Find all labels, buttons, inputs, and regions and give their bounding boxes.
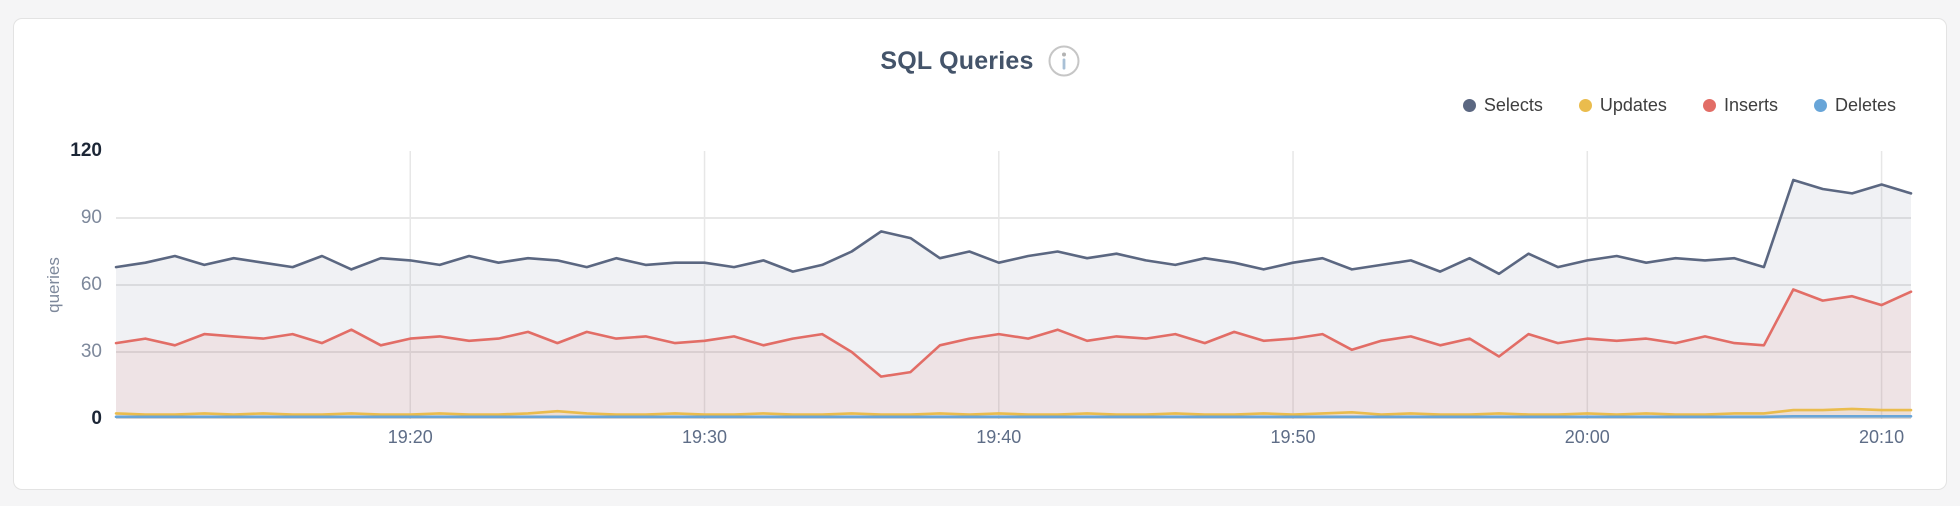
legend-label: Updates: [1599, 95, 1667, 115]
info-icon[interactable]: [1048, 45, 1080, 77]
x-axis-ticks: 19:20 19:30 19:40 19:50 20:00 20:10: [116, 427, 1911, 453]
legend-dot-inserts: [1702, 99, 1716, 112]
legend-item-updates[interactable]: Updates: [1578, 95, 1667, 116]
chart-card: SQL Queries Selects Updates Inserts Deletes…: [13, 18, 1947, 490]
chart-title: SQL Queries: [880, 46, 1034, 75]
legend-dot-updates: [1578, 99, 1592, 112]
x-tick-label: 19:40: [976, 427, 1022, 447]
y-tick-label: 60: [80, 274, 102, 295]
plot-area[interactable]: [114, 151, 1913, 419]
y-tick-label: 90: [80, 207, 102, 228]
series-line-deletes: [114, 414, 1913, 419]
series-line-selects: [114, 178, 1913, 276]
y-axis-ticks: 120 90 60 30 0: [14, 140, 102, 429]
y-tick-label: 120: [70, 140, 102, 161]
x-tick-label: 19:30: [681, 427, 728, 447]
series-line-updates: [114, 407, 1913, 416]
legend: Selects Updates Inserts Deletes: [1462, 95, 1896, 116]
y-tick-label: 0: [91, 408, 102, 429]
x-tick-label: 19:20: [387, 427, 433, 447]
legend-item-deletes[interactable]: Deletes: [1813, 95, 1896, 116]
chart-header: SQL Queries: [14, 45, 1946, 77]
legend-label: Deletes: [1834, 95, 1896, 115]
legend-item-inserts[interactable]: Inserts: [1702, 95, 1778, 116]
legend-label: Inserts: [1723, 95, 1778, 115]
legend-dot-selects: [1462, 99, 1476, 112]
series-line-inserts: [114, 288, 1913, 378]
y-axis-label: queries: [44, 257, 63, 313]
x-tick-label: 19:50: [1270, 427, 1316, 447]
series-area-inserts: [116, 289, 1911, 419]
x-tick-label: 20:00: [1564, 427, 1610, 447]
y-tick-label: 30: [80, 341, 102, 362]
x-tick-label: 20:10: [1859, 427, 1905, 447]
plot-svg[interactable]: [114, 151, 1913, 419]
legend-label: Selects: [1483, 95, 1543, 115]
legend-dot-deletes: [1813, 99, 1827, 112]
series-area-selects: [116, 180, 1911, 419]
legend-item-selects[interactable]: Selects: [1462, 95, 1543, 116]
